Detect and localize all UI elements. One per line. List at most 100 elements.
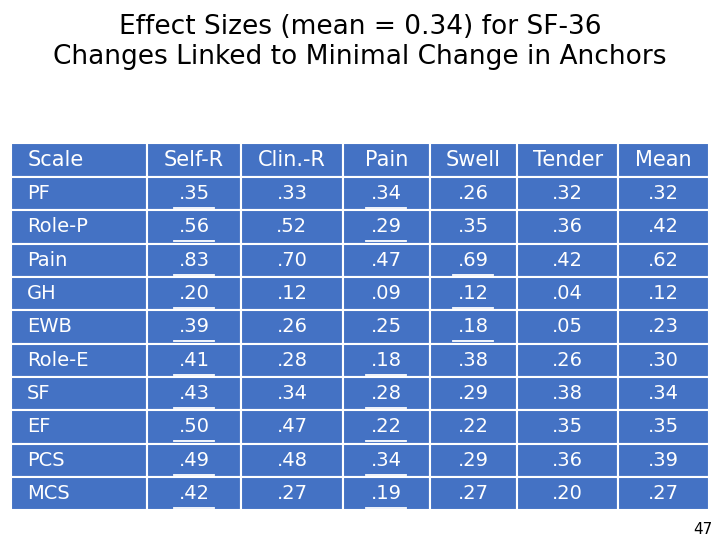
Text: .34: .34 — [648, 384, 679, 403]
Text: Pain: Pain — [27, 251, 68, 270]
Bar — [11, 210, 147, 244]
Bar — [430, 410, 517, 444]
Bar — [430, 143, 517, 177]
Bar — [618, 177, 709, 210]
Bar — [147, 444, 241, 477]
Text: .70: .70 — [276, 251, 307, 270]
Bar — [241, 377, 343, 410]
Bar — [618, 143, 709, 177]
Bar — [517, 244, 618, 277]
Bar — [11, 444, 147, 477]
Bar — [430, 310, 517, 343]
Text: .27: .27 — [648, 484, 679, 503]
Text: .29: .29 — [371, 218, 402, 237]
Bar — [11, 177, 147, 210]
Bar — [618, 244, 709, 277]
Bar — [430, 343, 517, 377]
Text: Pain: Pain — [364, 150, 408, 170]
Text: Tender: Tender — [533, 150, 603, 170]
Bar — [11, 343, 147, 377]
Bar — [241, 143, 343, 177]
Bar — [430, 277, 517, 310]
Text: EF: EF — [27, 417, 50, 436]
Bar — [241, 277, 343, 310]
Bar — [147, 310, 241, 343]
Bar — [343, 477, 430, 510]
Bar — [241, 310, 343, 343]
Bar — [517, 310, 618, 343]
Text: .18: .18 — [371, 351, 402, 370]
Text: .12: .12 — [458, 284, 489, 303]
Text: .41: .41 — [179, 351, 210, 370]
Text: .39: .39 — [648, 451, 679, 470]
Text: .26: .26 — [276, 318, 307, 336]
Bar — [430, 444, 517, 477]
Bar — [618, 277, 709, 310]
Text: Role-E: Role-E — [27, 351, 89, 370]
Bar — [11, 310, 147, 343]
Text: .27: .27 — [276, 484, 307, 503]
Bar — [343, 310, 430, 343]
Text: Effect Sizes (mean = 0.34) for SF-36
Changes Linked to Minimal Change in Anchors: Effect Sizes (mean = 0.34) for SF-36 Cha… — [53, 14, 667, 70]
Bar — [430, 377, 517, 410]
Bar — [618, 377, 709, 410]
Text: .49: .49 — [179, 451, 210, 470]
Text: .47: .47 — [276, 417, 307, 436]
Bar — [343, 143, 430, 177]
Text: .23: .23 — [648, 318, 679, 336]
Text: .32: .32 — [552, 184, 583, 203]
Text: .33: .33 — [276, 184, 307, 203]
Bar — [517, 210, 618, 244]
Text: .43: .43 — [179, 384, 210, 403]
Text: .09: .09 — [371, 284, 402, 303]
Text: .29: .29 — [458, 451, 489, 470]
Bar — [147, 177, 241, 210]
Text: Scale: Scale — [27, 150, 84, 170]
Text: 47: 47 — [693, 522, 713, 537]
Bar — [430, 210, 517, 244]
Bar — [241, 244, 343, 277]
Text: GH: GH — [27, 284, 57, 303]
Text: .28: .28 — [276, 351, 307, 370]
Text: .26: .26 — [458, 184, 489, 203]
Text: .62: .62 — [648, 251, 679, 270]
Text: .34: .34 — [276, 384, 307, 403]
Text: .18: .18 — [458, 318, 489, 336]
Text: Clin.-R: Clin.-R — [258, 150, 326, 170]
Bar — [517, 477, 618, 510]
Bar — [147, 143, 241, 177]
Text: PCS: PCS — [27, 451, 65, 470]
Text: .83: .83 — [179, 251, 210, 270]
Bar — [241, 477, 343, 510]
Text: .12: .12 — [648, 284, 679, 303]
Text: .28: .28 — [371, 384, 402, 403]
Bar — [241, 444, 343, 477]
Text: .42: .42 — [648, 218, 679, 237]
Text: .48: .48 — [276, 451, 307, 470]
Bar — [618, 444, 709, 477]
Text: .35: .35 — [458, 218, 489, 237]
Text: .69: .69 — [458, 251, 489, 270]
Bar — [517, 143, 618, 177]
Text: .39: .39 — [179, 318, 210, 336]
Bar — [343, 277, 430, 310]
Bar — [430, 477, 517, 510]
Text: SF: SF — [27, 384, 51, 403]
Bar — [618, 477, 709, 510]
Text: .20: .20 — [179, 284, 210, 303]
Text: .30: .30 — [649, 351, 679, 370]
Bar — [517, 177, 618, 210]
Text: .32: .32 — [648, 184, 679, 203]
Bar — [343, 343, 430, 377]
Text: .29: .29 — [458, 384, 489, 403]
Text: .22: .22 — [371, 417, 402, 436]
Text: EWB: EWB — [27, 318, 72, 336]
Text: .19: .19 — [371, 484, 402, 503]
Bar — [147, 277, 241, 310]
Bar — [618, 210, 709, 244]
Text: .38: .38 — [458, 351, 489, 370]
Bar — [430, 244, 517, 277]
Bar — [343, 244, 430, 277]
Text: .27: .27 — [458, 484, 489, 503]
Bar — [343, 377, 430, 410]
